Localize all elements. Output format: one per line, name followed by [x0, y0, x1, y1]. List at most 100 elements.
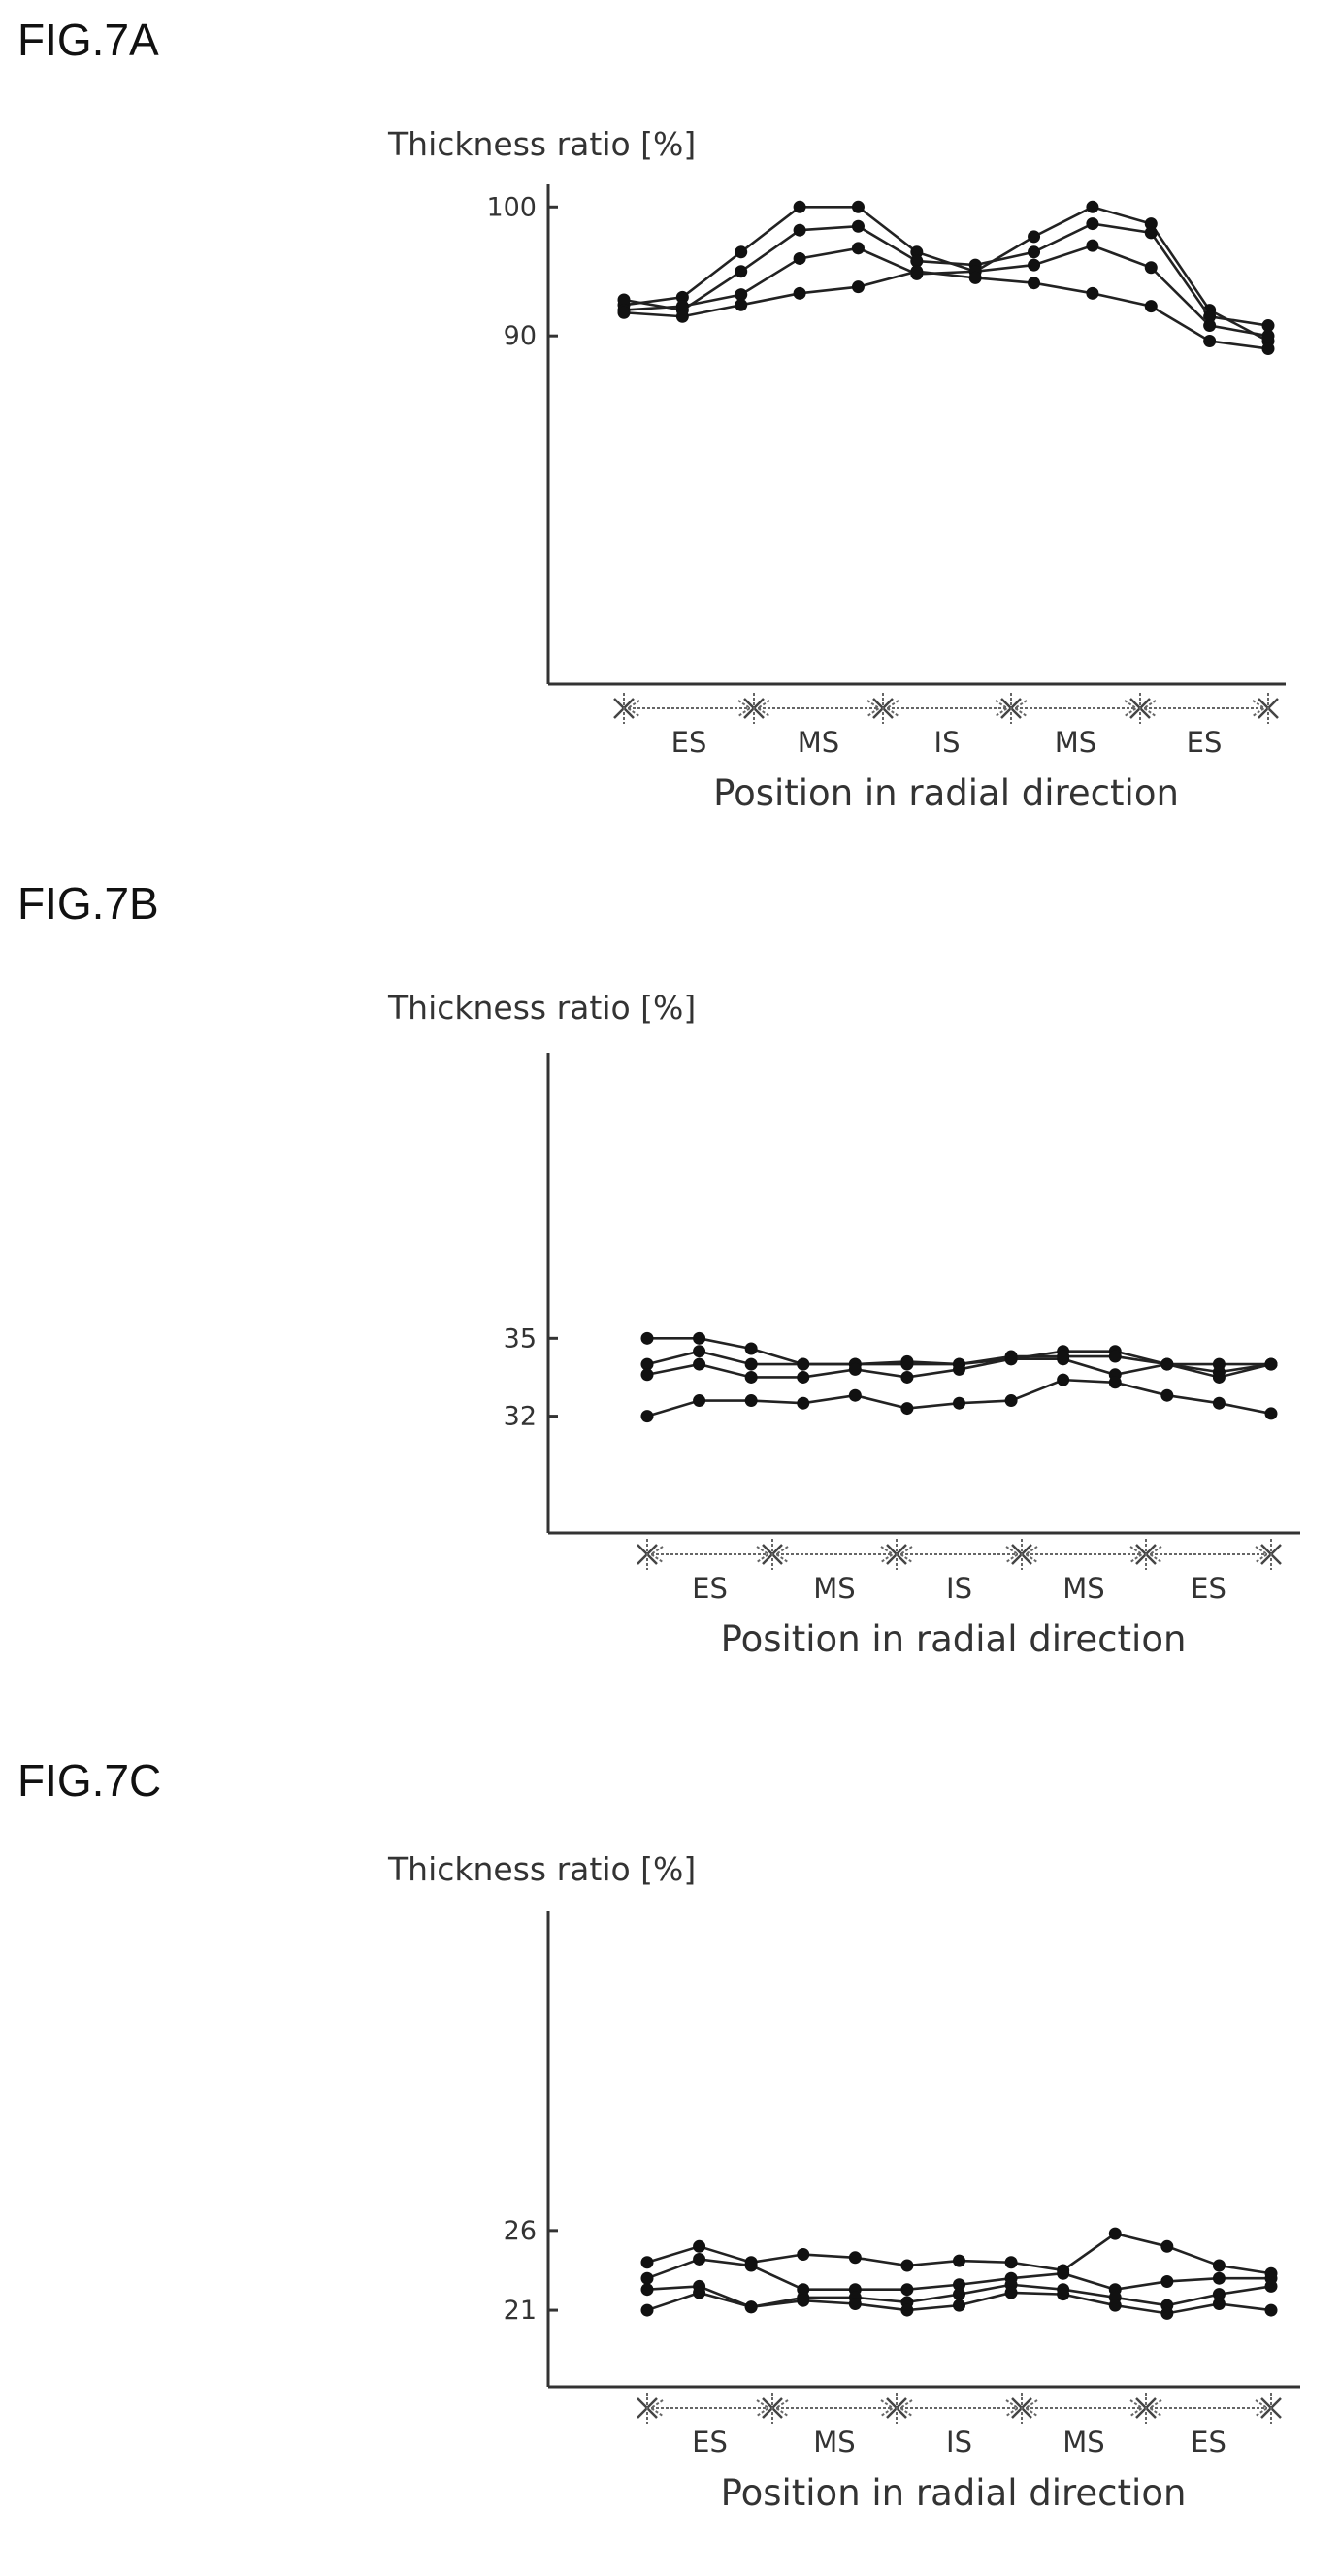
data-point	[1264, 2303, 1278, 2317]
series-line-4	[623, 270, 1269, 350]
data-point	[640, 1368, 654, 1382]
data-point	[640, 2256, 654, 2269]
data-point	[693, 1345, 706, 1358]
data-point	[1212, 2288, 1226, 2301]
data-point	[797, 1357, 810, 1371]
data-point	[1212, 1370, 1226, 1384]
data-point	[1057, 2288, 1070, 2301]
data-point	[1028, 258, 1041, 272]
series-line-1	[646, 2232, 1272, 2275]
region-label: ES	[692, 2426, 728, 2459]
y-axis-label: Thickness ratio [%]	[387, 125, 696, 163]
region-label: MS	[1062, 1572, 1104, 1605]
data-point	[900, 1370, 914, 1384]
data-point	[744, 1370, 758, 1384]
data-point	[1057, 2266, 1070, 2280]
data-point	[1028, 277, 1041, 290]
data-point	[693, 2252, 706, 2266]
x-axis-label: Position in radial direction	[713, 772, 1179, 814]
data-point	[693, 1357, 706, 1371]
data-point	[793, 223, 806, 237]
x-axis-label: Position in radial direction	[721, 2472, 1187, 2514]
data-point	[1028, 245, 1041, 259]
y-axis-label: Thickness ratio [%]	[387, 989, 696, 1027]
region-label: MS	[1062, 2426, 1104, 2459]
data-point	[693, 2286, 706, 2299]
data-point	[640, 1410, 654, 1423]
data-point	[848, 1388, 862, 1402]
data-point	[1108, 1350, 1122, 1363]
data-point	[744, 2300, 758, 2314]
region-label: ES	[671, 726, 707, 759]
region-label: IS	[934, 726, 961, 759]
data-point	[1264, 1357, 1278, 1371]
region-label: ES	[692, 1572, 728, 1605]
x-axis-label: Position in radial direction	[721, 1618, 1187, 1660]
data-point	[1144, 261, 1158, 275]
region-label: MS	[798, 726, 839, 759]
data-point	[1160, 2239, 1174, 2253]
y-tick-label: 90	[504, 321, 537, 351]
data-point	[1108, 2227, 1122, 2240]
region-label: IS	[946, 1572, 972, 1605]
data-point	[797, 2248, 810, 2262]
region-label: IS	[946, 2426, 972, 2459]
data-point	[1203, 319, 1217, 333]
y-tick-label: 21	[504, 2296, 537, 2326]
y-tick-label: 32	[504, 1402, 537, 1432]
chart-fig-7a: Thickness ratio [%] 90 100 ES MS IS MS ESPositi…	[387, 125, 1286, 814]
data-point	[1144, 217, 1158, 231]
data-point	[793, 200, 806, 213]
data-point	[617, 306, 631, 319]
data-point	[848, 2297, 862, 2310]
data-point	[1144, 226, 1158, 240]
data-point	[675, 300, 689, 313]
region-label: ES	[1191, 2426, 1226, 2459]
data-point	[953, 1396, 965, 1410]
data-point	[953, 2299, 965, 2312]
data-point	[1160, 1357, 1174, 1371]
data-point	[1108, 1376, 1122, 1389]
data-point	[1264, 2279, 1278, 2293]
data-point	[1160, 1388, 1174, 1402]
region-label: ES	[1191, 1572, 1226, 1605]
data-point	[793, 286, 806, 300]
data-point	[953, 1362, 965, 1376]
data-point	[851, 219, 865, 233]
data-point	[1160, 2306, 1174, 2320]
region-label: ES	[1187, 726, 1223, 759]
data-point	[693, 1394, 706, 1408]
data-point	[900, 1402, 914, 1416]
data-point	[640, 2283, 654, 2297]
data-point	[1086, 286, 1099, 300]
data-point	[744, 1357, 758, 1371]
data-point	[900, 1357, 914, 1371]
data-point	[797, 1396, 810, 1410]
data-point	[953, 2254, 965, 2267]
data-point	[900, 2283, 914, 2297]
data-point	[1108, 2299, 1122, 2312]
data-point	[1004, 2286, 1018, 2299]
data-point	[1028, 230, 1041, 244]
data-point	[953, 2278, 965, 2292]
series-line-2	[623, 222, 1269, 327]
region-label: MS	[813, 1572, 855, 1605]
y-tick-label: 35	[504, 1323, 537, 1353]
data-point	[848, 2251, 862, 2265]
data-point	[1212, 1396, 1226, 1410]
series-line-3	[623, 244, 1269, 338]
data-point	[793, 251, 806, 265]
data-point	[1004, 1394, 1018, 1408]
data-point	[910, 254, 924, 268]
data-point	[744, 2259, 758, 2272]
data-point	[851, 200, 865, 213]
figure-label-7b: FIG.7B	[17, 878, 159, 929]
data-point	[1212, 2271, 1226, 2285]
data-point	[1264, 1407, 1278, 1420]
data-point	[1261, 319, 1275, 333]
data-point	[910, 245, 924, 259]
data-point	[1144, 300, 1158, 313]
data-point	[693, 2239, 706, 2253]
